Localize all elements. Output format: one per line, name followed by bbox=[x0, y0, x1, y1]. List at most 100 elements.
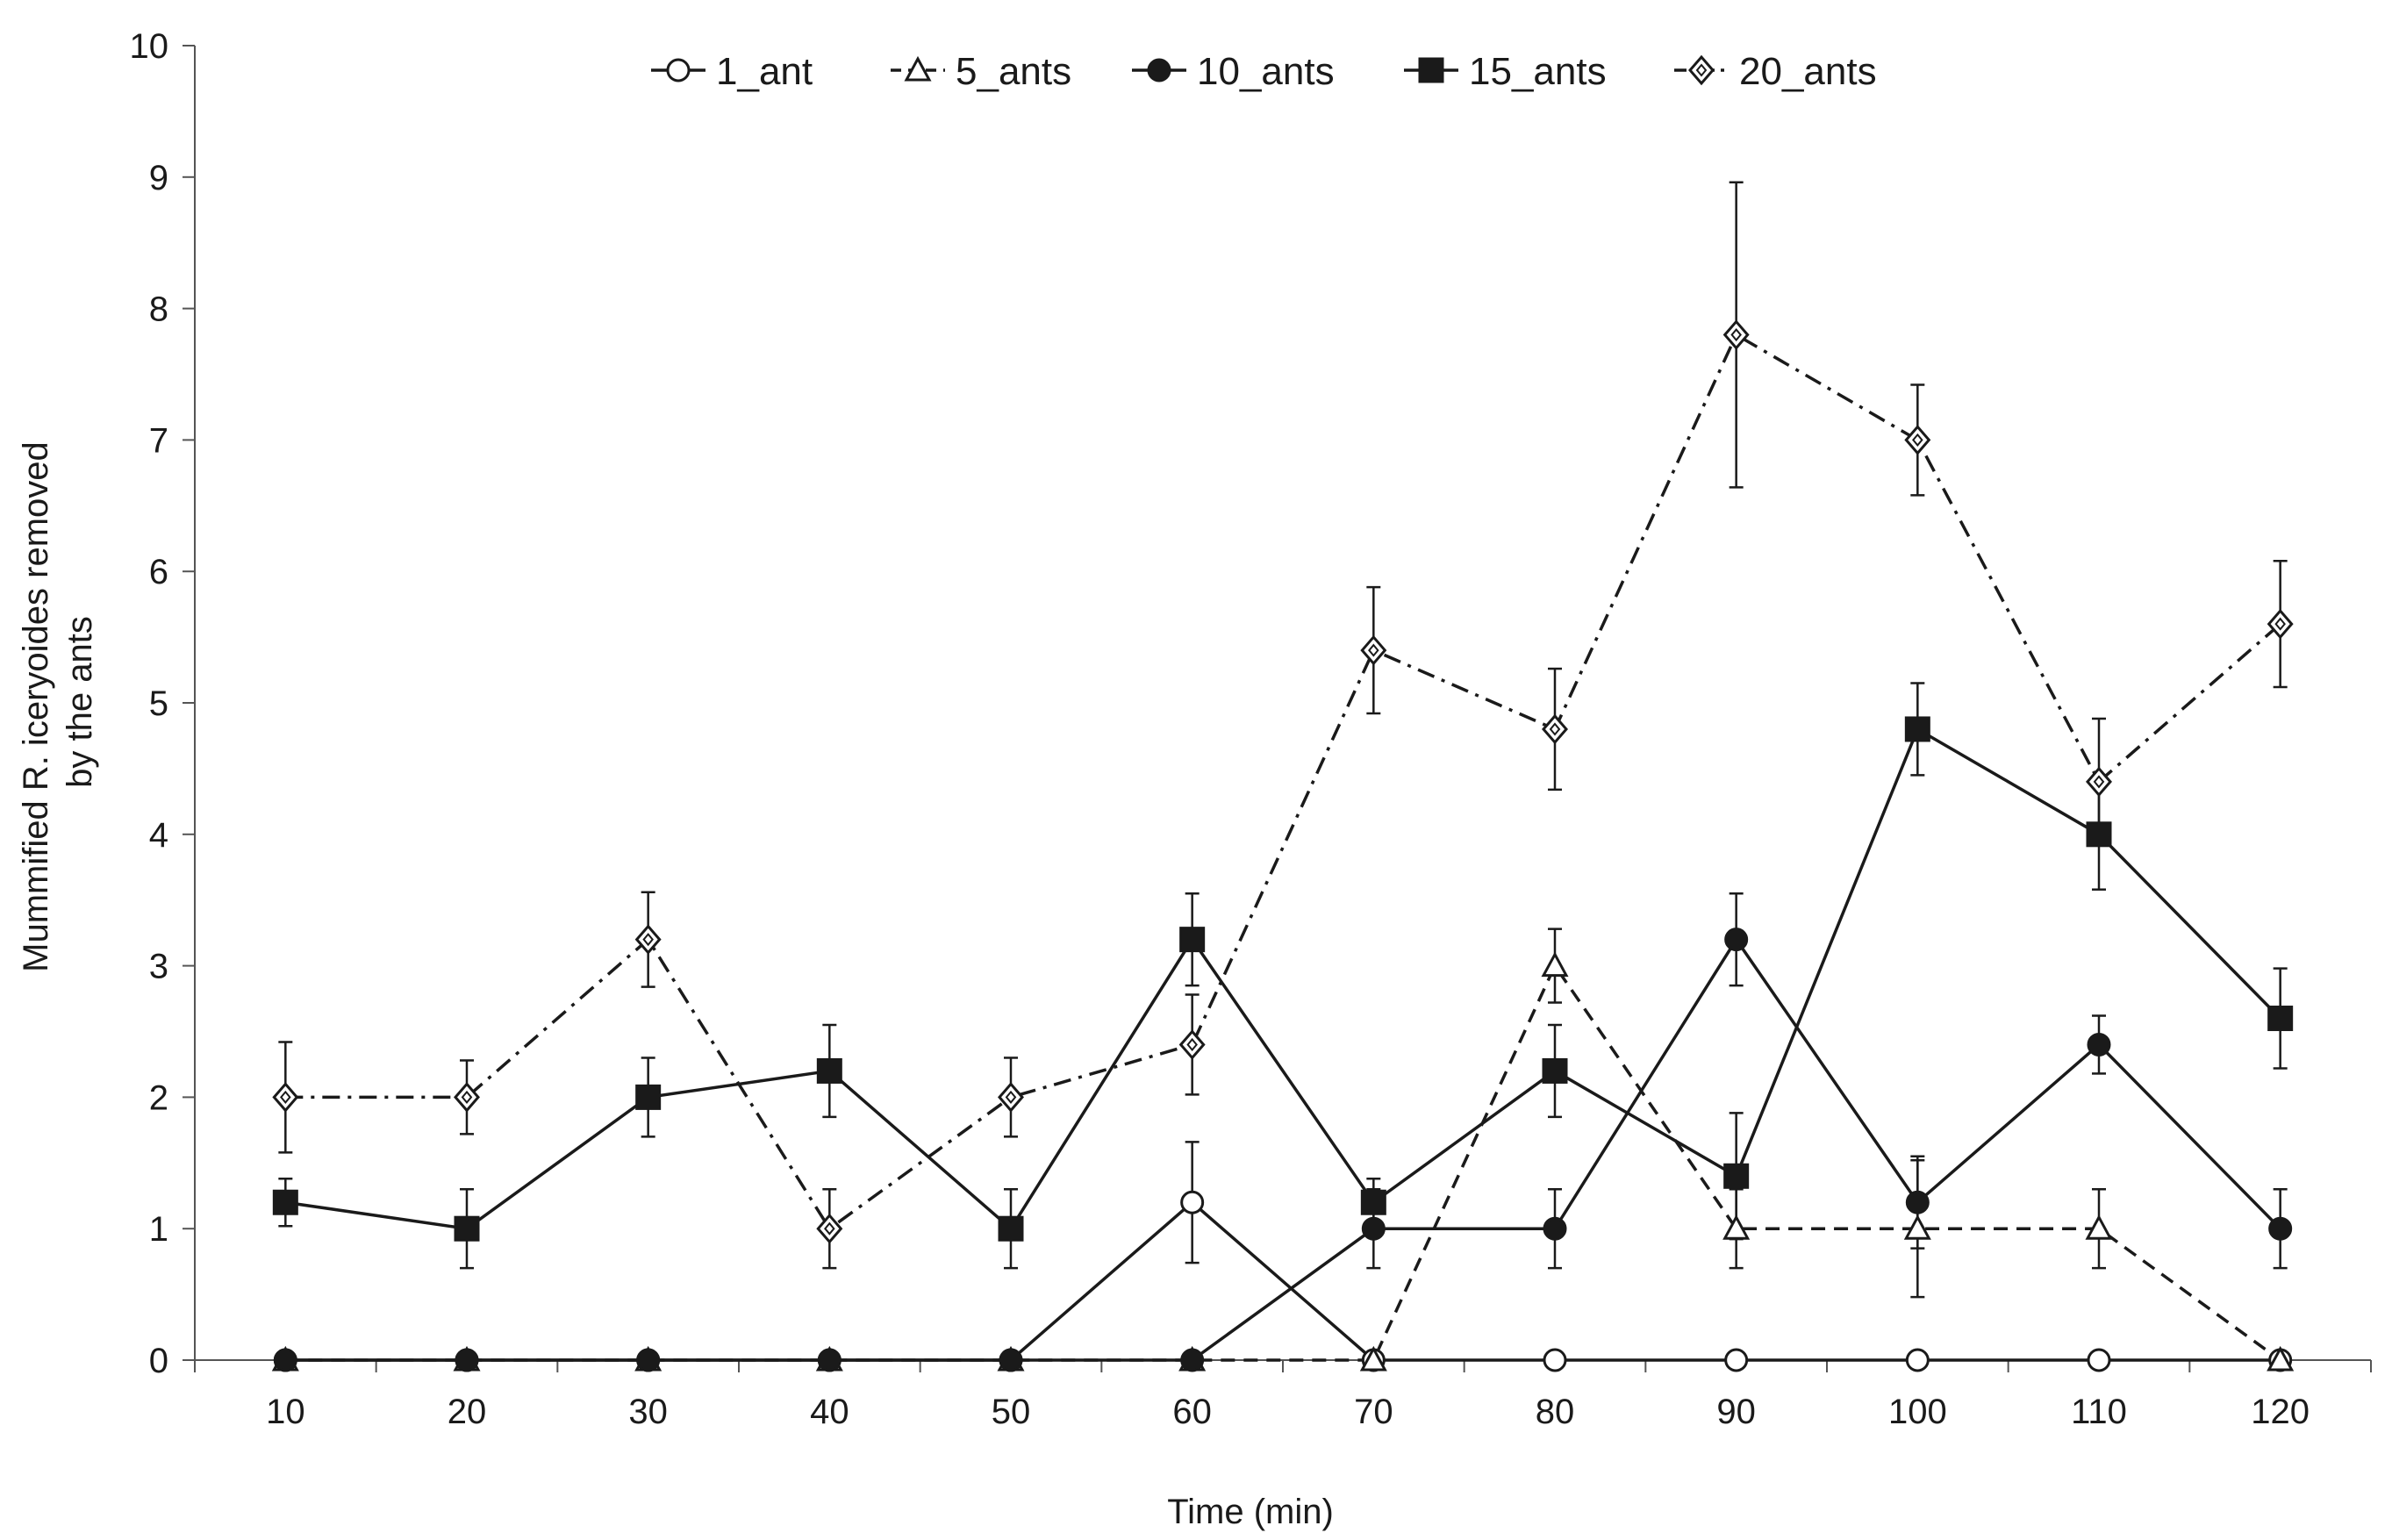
series-line-10-ants bbox=[285, 937, 2281, 1362]
data-point-1-ant bbox=[2087, 1348, 2111, 1372]
x-tick-label: 110 bbox=[2071, 1393, 2127, 1431]
axes: 0 1 2 3 4 5 6 7 8 9 10 10 20 30 40 50 60 70 80 90 100 110 120 bbox=[130, 27, 2372, 1431]
data-point-10-ants bbox=[1543, 1216, 1567, 1241]
data-point-20-ants bbox=[1360, 634, 1387, 666]
legend-marker bbox=[1688, 54, 1715, 86]
legend-label: 5_ants bbox=[956, 50, 1071, 93]
data-point-10-ants bbox=[817, 1348, 841, 1372]
data-point-10-ants bbox=[2087, 1032, 2111, 1057]
y-tick-label: 8 bbox=[149, 290, 168, 329]
x-tick-label: 70 bbox=[1354, 1393, 1393, 1431]
y-tick-label: 9 bbox=[149, 159, 168, 197]
marker-diamond-inner bbox=[1549, 722, 1561, 736]
x-tick-label: 90 bbox=[1716, 1393, 1756, 1431]
data-point-10-ants bbox=[636, 1348, 661, 1372]
data-point-5-ants bbox=[2267, 1345, 2295, 1372]
data-point-20-ants bbox=[1178, 1029, 1206, 1060]
marker-diamond-inner bbox=[1368, 643, 1379, 657]
y-tick-label: 10 bbox=[130, 27, 169, 66]
y-tick-label: 0 bbox=[149, 1342, 168, 1380]
y-tick-label: 4 bbox=[149, 816, 168, 855]
legend-label: 15_ants bbox=[1469, 50, 1607, 93]
marker-diamond-inner bbox=[2274, 617, 2286, 631]
legend-item-15-ants: 15_ants bbox=[1404, 50, 1607, 93]
data-point-1-ant bbox=[1905, 1348, 1930, 1372]
marker-diamond-inner bbox=[1186, 1037, 1198, 1052]
series-line-15-ants bbox=[285, 727, 2281, 1230]
series-line-1-ant bbox=[285, 1200, 2281, 1362]
data-point-20-ants bbox=[816, 1213, 843, 1244]
data-point-20-ants bbox=[998, 1082, 1024, 1113]
x-axis-title: Time (min) bbox=[1167, 1493, 1334, 1531]
y-tick-label: 6 bbox=[149, 553, 168, 591]
legend-marker bbox=[666, 58, 691, 82]
data-point-1-ant bbox=[1724, 1348, 1749, 1372]
data-point-15-ants bbox=[1904, 716, 1930, 742]
legend-marker bbox=[1147, 58, 1171, 82]
data-point-10-ants bbox=[273, 1348, 297, 1372]
data-point-15-ants bbox=[1723, 1163, 1750, 1189]
marker-diamond-inner bbox=[1695, 63, 1708, 77]
data-point-15-ants bbox=[2086, 821, 2112, 848]
data-point-5-ants bbox=[1541, 951, 1569, 978]
series-line-5-ants bbox=[285, 963, 2281, 1362]
data-point-10-ants bbox=[999, 1348, 1023, 1372]
data-point-20-ants bbox=[454, 1082, 480, 1113]
y-tick-label: 3 bbox=[149, 948, 168, 986]
data-point-20-ants bbox=[1542, 713, 1568, 745]
legend-marker bbox=[904, 55, 932, 82]
x-tick-label: 30 bbox=[628, 1393, 668, 1431]
legend-item-20-ants: 20_ants bbox=[1674, 50, 1877, 93]
data-point-10-ants bbox=[2268, 1216, 2293, 1241]
data-point-5-ants bbox=[2085, 1214, 2113, 1240]
data-point-5-ants bbox=[1722, 1214, 1751, 1240]
legend: 1_ant 5_ants 10_ants 15_ants 20_ants bbox=[651, 50, 1877, 93]
y-tick-label: 2 bbox=[149, 1078, 168, 1117]
data-point-15-ants bbox=[454, 1215, 480, 1242]
data-point-20-ants bbox=[634, 924, 662, 955]
marker-diamond-inner bbox=[2093, 775, 2105, 789]
data-point-15-ants bbox=[635, 1084, 662, 1110]
data-point-15-ants bbox=[2267, 1006, 2294, 1032]
data-point-1-ant bbox=[1543, 1348, 1567, 1372]
data-point-20-ants bbox=[1904, 425, 1931, 455]
x-tick-label: 80 bbox=[1536, 1393, 1575, 1431]
data-point-20-ants bbox=[2086, 766, 2112, 798]
x-tick-label: 20 bbox=[448, 1393, 487, 1431]
y-tick-label: 5 bbox=[149, 684, 168, 723]
legend-item-1-ant: 1_ant bbox=[651, 50, 813, 93]
marker-diamond-inner bbox=[1005, 1090, 1017, 1104]
marker-diamond-inner bbox=[1912, 433, 1923, 447]
data-point-10-ants bbox=[1905, 1190, 1930, 1214]
marker-diamond-inner bbox=[642, 933, 654, 947]
x-tick-label: 10 bbox=[266, 1393, 305, 1431]
y-axis-title-line-1: Mummified R. iceryoides removed bbox=[17, 441, 55, 972]
legend-label: 10_ants bbox=[1197, 50, 1335, 93]
marker-diamond-inner bbox=[461, 1090, 473, 1104]
y-tick-label: 1 bbox=[149, 1210, 168, 1249]
data-point-10-ants bbox=[1180, 1348, 1205, 1372]
data-point-1-ant bbox=[1180, 1190, 1205, 1214]
y-axis-title-line-2: by the ants bbox=[61, 616, 99, 788]
data-point-15-ants bbox=[1179, 927, 1206, 953]
x-tick-label: 50 bbox=[992, 1393, 1031, 1431]
data-point-10-ants bbox=[455, 1348, 479, 1372]
series-line-20-ants bbox=[285, 333, 2281, 1230]
data-point-15-ants bbox=[816, 1057, 842, 1084]
data-point-5-ants bbox=[1903, 1214, 1931, 1240]
data-point-15-ants bbox=[272, 1189, 298, 1215]
legend-label: 1_ant bbox=[716, 50, 813, 93]
legend-item-5-ants: 5_ants bbox=[891, 50, 1071, 93]
data-point-15-ants bbox=[1360, 1189, 1386, 1215]
series-markers bbox=[271, 319, 2295, 1372]
marker-diamond-inner bbox=[1730, 327, 1742, 342]
y-axis-title: Mummified R. iceryoides removed by the a… bbox=[17, 432, 99, 972]
series-lines bbox=[285, 333, 2281, 1362]
legend-marker bbox=[1418, 57, 1444, 83]
legend-item-10-ants: 10_ants bbox=[1132, 50, 1335, 93]
data-point-20-ants bbox=[1722, 319, 1750, 350]
marker-diamond-inner bbox=[824, 1221, 835, 1236]
x-tick-label: 40 bbox=[810, 1393, 849, 1431]
data-point-5-ants bbox=[1359, 1345, 1387, 1372]
